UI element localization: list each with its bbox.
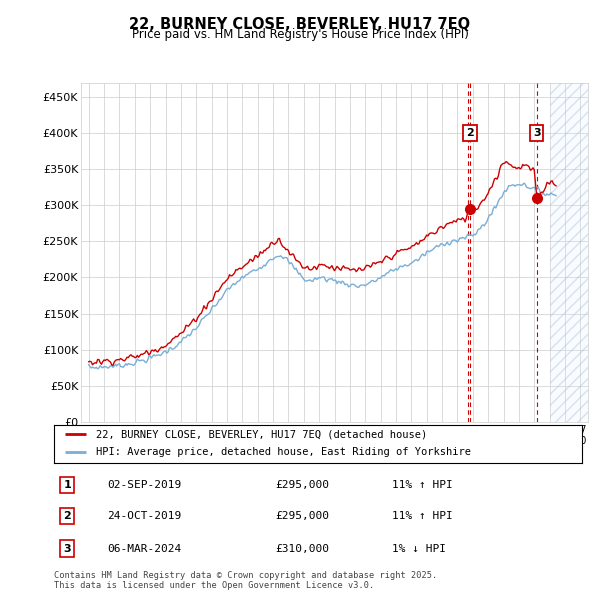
Text: 2: 2 (64, 511, 71, 521)
Bar (550, 83, 588, 422)
Text: 1% ↓ HPI: 1% ↓ HPI (392, 543, 446, 553)
Text: HPI: Average price, detached house, East Riding of Yorkshire: HPI: Average price, detached house, East… (96, 447, 471, 457)
Text: Price paid vs. HM Land Registry's House Price Index (HPI): Price paid vs. HM Land Registry's House … (131, 28, 469, 41)
Text: Contains HM Land Registry data © Crown copyright and database right 2025.: Contains HM Land Registry data © Crown c… (54, 571, 437, 579)
Text: 3: 3 (533, 128, 541, 138)
Text: 11% ↑ HPI: 11% ↑ HPI (392, 511, 452, 521)
Text: 02-SEP-2019: 02-SEP-2019 (107, 480, 181, 490)
Text: 11% ↑ HPI: 11% ↑ HPI (392, 480, 452, 490)
Text: £310,000: £310,000 (276, 543, 330, 553)
Text: £295,000: £295,000 (276, 480, 330, 490)
Text: 22, BURNEY CLOSE, BEVERLEY, HU17 7EQ: 22, BURNEY CLOSE, BEVERLEY, HU17 7EQ (130, 17, 470, 31)
Text: 22, BURNEY CLOSE, BEVERLEY, HU17 7EQ (detached house): 22, BURNEY CLOSE, BEVERLEY, HU17 7EQ (de… (96, 430, 427, 440)
Text: This data is licensed under the Open Government Licence v3.0.: This data is licensed under the Open Gov… (54, 581, 374, 589)
Text: 24-OCT-2019: 24-OCT-2019 (107, 511, 181, 521)
Text: 2: 2 (466, 128, 474, 138)
Text: 1: 1 (64, 480, 71, 490)
Text: 3: 3 (64, 543, 71, 553)
Text: 06-MAR-2024: 06-MAR-2024 (107, 543, 181, 553)
Text: £295,000: £295,000 (276, 511, 330, 521)
Bar (550, 83, 588, 422)
